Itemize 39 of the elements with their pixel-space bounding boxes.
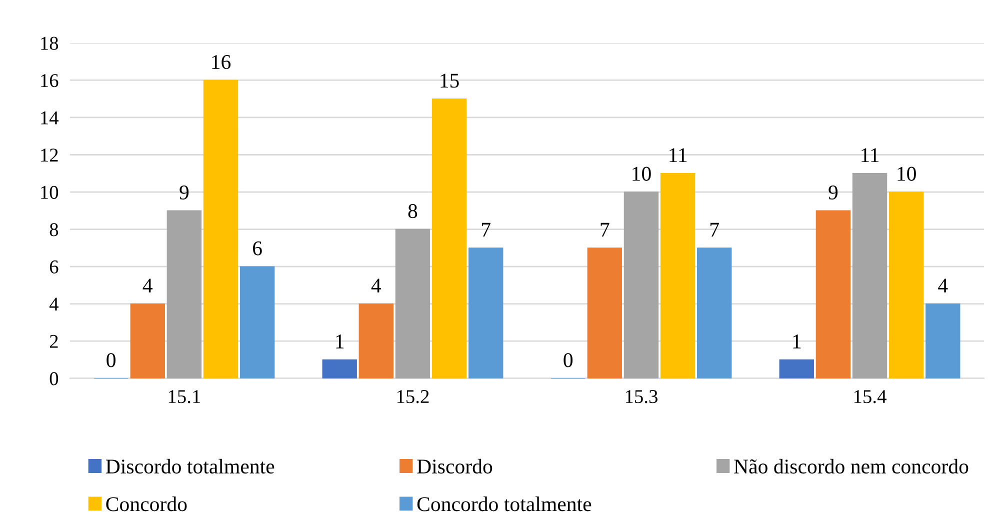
- legend-label: Não discordo nem concordo: [734, 458, 968, 474]
- y-tick-label: 8: [50, 223, 58, 236]
- y-tick-label: 2: [50, 334, 58, 348]
- data-label: 7: [600, 222, 610, 237]
- data-label: 0: [564, 353, 573, 368]
- data-label: 8: [408, 204, 418, 218]
- data-label: 9: [180, 185, 189, 200]
- x-tick-label: 15.3: [626, 390, 658, 404]
- data-label: 4: [142, 278, 153, 292]
- legend-label: Concordo totalmente: [417, 496, 592, 512]
- data-label: 16: [212, 55, 231, 70]
- y-tick-label: 10: [41, 186, 58, 199]
- data-label: 9: [828, 185, 838, 200]
- x-tick-label: 15.1: [168, 390, 200, 404]
- legend-label: Discordo: [417, 458, 492, 474]
- y-tick-label: 0: [50, 372, 58, 386]
- data-label: 0: [106, 353, 116, 368]
- data-label: 11: [670, 148, 687, 162]
- data-label: 6: [253, 241, 262, 256]
- y-tick-label: 16: [41, 74, 58, 88]
- data-label: 4: [371, 278, 382, 292]
- data-label: 10: [632, 166, 651, 181]
- x-tick-label: 15.2: [397, 390, 429, 404]
- data-label: 10: [898, 166, 916, 181]
- y-tick-label: 18: [41, 36, 58, 50]
- legend-label: Discordo totalmente: [106, 458, 274, 474]
- data-label: 11: [862, 148, 879, 162]
- legend-label: Concordo: [106, 496, 187, 512]
- data-label: 4: [938, 278, 948, 292]
- y-tick-label: 4: [49, 298, 59, 311]
- y-tick-label: 6: [50, 260, 58, 274]
- data-label: 1: [793, 334, 801, 348]
- y-tick-label: 14: [41, 111, 59, 124]
- y-tick-label: 12: [41, 148, 58, 162]
- data-label: 7: [482, 222, 490, 237]
- data-label: 1: [336, 334, 344, 348]
- data-label: 7: [710, 222, 719, 237]
- x-tick-label: 15.4: [854, 390, 886, 404]
- data-label: 15: [440, 74, 459, 88]
